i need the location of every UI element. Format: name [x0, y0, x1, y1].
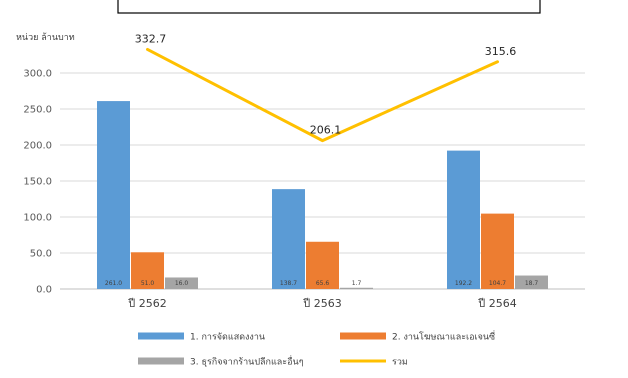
- total-value-label: 332.7: [135, 32, 167, 45]
- total-value-label: 315.6: [485, 45, 517, 58]
- legend-swatch: [138, 332, 184, 340]
- y-tick-label: 300.0: [23, 69, 52, 80]
- bar-value-label: 138.7: [280, 280, 297, 287]
- bar-value-label: 16.0: [175, 280, 189, 287]
- y-tick-label: 250.0: [23, 105, 52, 116]
- y-axis-tick-labels: 0.0 50.0 100.0 150.0 200.0 250.0 300.0: [23, 69, 52, 296]
- bar-value-label: 261.0: [105, 280, 122, 287]
- title-box: [117, 0, 541, 14]
- y-tick-label: 50.0: [30, 249, 52, 260]
- total-line-series: 332.7 206.1 315.6: [135, 32, 517, 143]
- y-tick-label: 100.0: [23, 213, 52, 224]
- legend-swatch: [138, 357, 184, 365]
- y-tick-label: 200.0: [23, 141, 52, 152]
- bar: [340, 287, 373, 289]
- bar-series: 261.0 138.7 192.2 51.0 65.6 104.7 16.0 1.7 18.7: [97, 101, 548, 289]
- bar-value-label: 104.7: [489, 280, 506, 287]
- bar: [97, 101, 130, 289]
- total-line: [146, 47, 499, 143]
- x-category-label: ปี 2563: [302, 297, 342, 310]
- bar-value-label: 192.2: [455, 280, 472, 287]
- legend: 1. การจัดแสดงงาน 2. งานโฆษณาและเอเจนซี่ 3.…: [138, 330, 495, 368]
- legend-label: 2. งานโฆษณาและเอเจนซี่: [392, 330, 495, 343]
- x-axis-category-labels: ปี 2562 ปี 2563 ปี 2564: [127, 297, 517, 310]
- x-category-label: ปี 2562: [127, 297, 167, 310]
- bar-value-label: 1.7: [352, 280, 362, 287]
- bar: [481, 213, 514, 289]
- y-tick-label: 0.0: [36, 285, 52, 296]
- bar-value-label: 18.7: [525, 280, 539, 287]
- total-value-label: 206.1: [310, 124, 342, 137]
- bar: [272, 189, 305, 289]
- legend-label: 1. การจัดแสดงงาน: [190, 333, 265, 343]
- bar: [515, 275, 548, 289]
- y-tick-label: 150.0: [23, 177, 52, 188]
- legend-label: รวม: [392, 358, 408, 368]
- bar: [447, 150, 480, 289]
- legend-swatch: [340, 332, 386, 340]
- bar-value-label: 51.0: [141, 280, 155, 287]
- legend-label: 3. ธุรกิจจากร้านปลีกและอื่นๆ: [190, 355, 304, 368]
- bar: [306, 241, 339, 289]
- y-axis-unit-label: หน่วย ล้านบาท: [16, 32, 75, 43]
- x-category-label: ปี 2564: [477, 297, 517, 310]
- bar: [165, 277, 198, 289]
- bar: [131, 252, 164, 289]
- bar-value-label: 65.6: [316, 280, 330, 287]
